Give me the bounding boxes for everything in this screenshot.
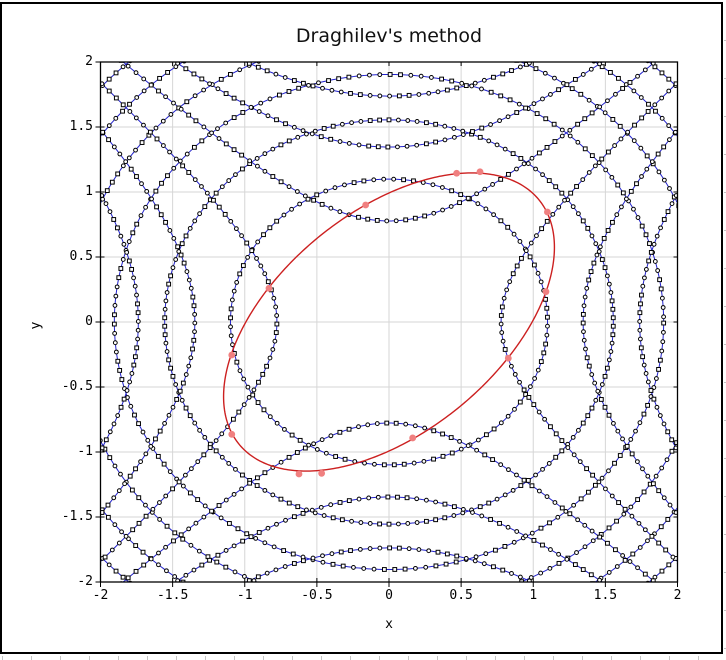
x-tick-label: -0.5 [301,588,333,603]
x-tick-label: -1 [236,588,253,603]
x-tick-label: 1 [529,588,538,603]
y-tick-label: 1 [85,184,93,199]
y-tick-label: -2 [77,574,93,589]
y-tick-label: -1.5 [61,509,93,524]
right-edge-artifact [724,40,726,654]
y-tick-label: 0.5 [69,249,93,264]
x-tick-label: 1.5 [593,588,618,603]
y-tick-label: -0.5 [61,379,93,394]
x-tick-label: 0.5 [449,588,473,603]
y-tick-label: 0 [85,314,93,329]
x-tick-label: 2 [673,588,682,603]
x-tick-label: -1.5 [156,588,189,603]
x-tick-label: 0 [385,588,393,603]
y-tick-label: 2 [85,54,93,69]
plot-title: Draghilev's method [295,25,483,47]
y-tick-label: -1 [77,444,93,459]
bottom-edge-artifact [2,656,724,660]
x-tick-label: -2 [92,588,109,603]
y-tick-label: 1.5 [69,119,93,134]
x-axis-label: x [385,617,393,632]
